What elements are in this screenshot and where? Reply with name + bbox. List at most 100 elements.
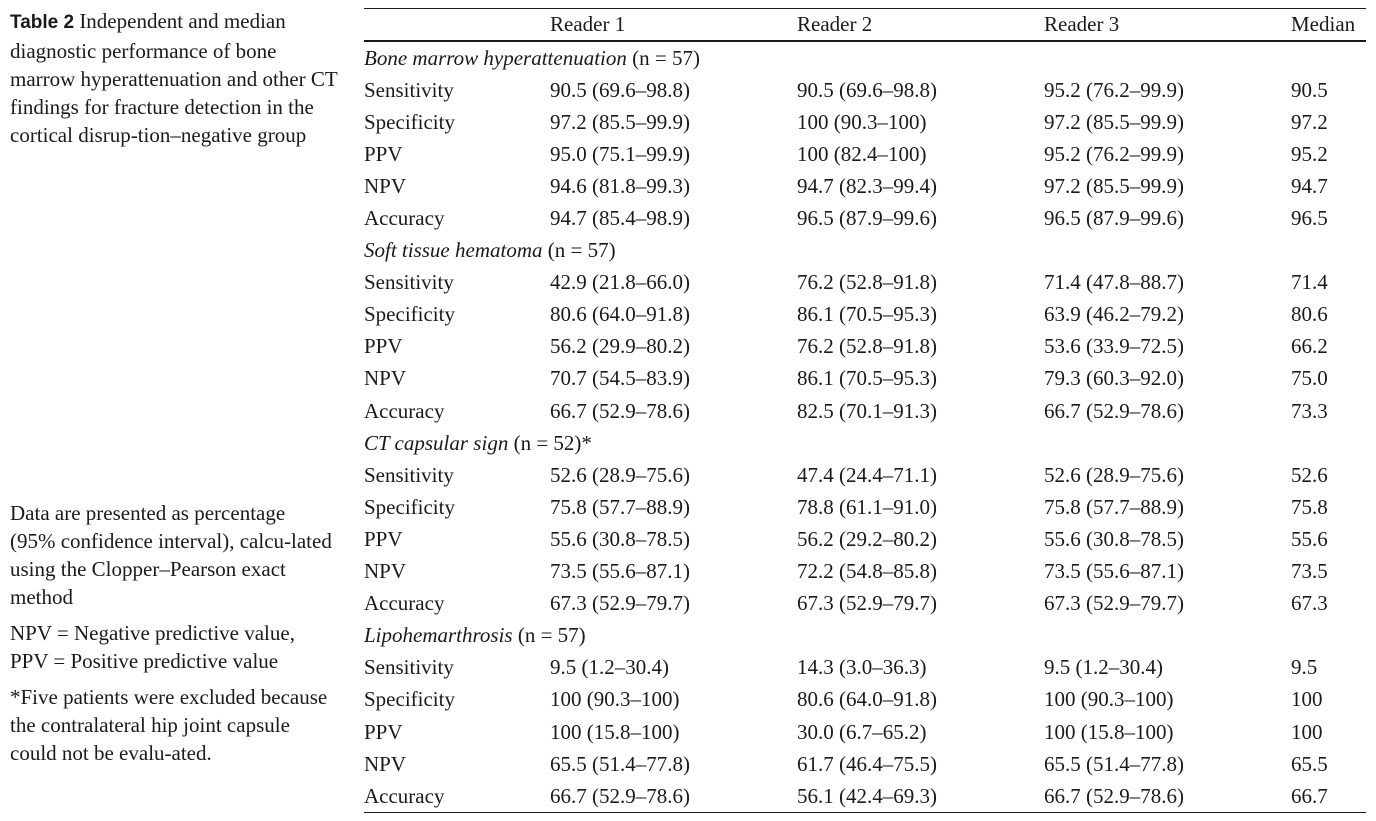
table-header-row: Reader 1 Reader 2 Reader 3 Median bbox=[364, 8, 1366, 42]
reader-1-value: 67.3 (52.9–79.7) bbox=[550, 591, 690, 616]
table-row: Accuracy 66.7 (52.9–78.6) 82.5 (70.1–91.3)… bbox=[364, 395, 1366, 427]
median-value: 65.5 bbox=[1291, 751, 1328, 776]
row-label: PPV bbox=[364, 719, 403, 744]
median-value: 52.6 bbox=[1291, 462, 1328, 487]
table-row: NPV 94.6 (81.8–99.3) 94.7 (82.3–99.4) 97.2 … bbox=[364, 170, 1366, 202]
group-heading: CT capsular sign (n = 52)* bbox=[364, 427, 1366, 459]
reader-3-value: 66.7 (52.9–78.6) bbox=[1044, 780, 1291, 814]
reader-3-value: 65.5 (51.4–77.8) bbox=[1044, 751, 1184, 776]
median-value: 90.5 bbox=[1291, 77, 1328, 102]
group-heading: Lipohemarthrosis (n = 57) bbox=[364, 620, 1366, 652]
table-footnotes: Data are presented as percentage (95% co… bbox=[10, 499, 335, 775]
table-caption: Table 2 Independent and median diagnosti… bbox=[10, 7, 340, 149]
table-row: Accuracy 67.3 (52.9–79.7) 67.3 (52.9–79.7)… bbox=[364, 588, 1366, 620]
table-row: PPV 55.6 (30.8–78.5) 56.2 (29.2–80.2) 55.6 … bbox=[364, 523, 1366, 555]
median-value: 66.7 bbox=[1291, 780, 1366, 814]
row-label: Accuracy bbox=[364, 591, 445, 616]
row-label: NPV bbox=[364, 559, 407, 584]
reader-1-value: 94.7 (85.4–98.9) bbox=[550, 206, 690, 231]
reader-1-value: 56.2 (29.9–80.2) bbox=[550, 334, 690, 359]
row-label: Sensitivity bbox=[364, 655, 454, 680]
header-median: Median bbox=[1291, 8, 1366, 42]
footnote-abbreviations: NPV = Negative predictive value, PPV = P… bbox=[10, 621, 295, 673]
median-value: 55.6 bbox=[1291, 526, 1328, 551]
group-sample-size: (n = 52)* bbox=[513, 430, 592, 455]
reader-2-value: 86.1 (70.5–95.3) bbox=[797, 366, 937, 391]
group-row: Lipohemarthrosis (n = 57) bbox=[364, 620, 1366, 652]
table-row: Specificity 100 (90.3–100) 80.6 (64.0–91.8… bbox=[364, 684, 1366, 716]
reader-3-value: 95.2 (76.2–99.9) bbox=[1044, 77, 1184, 102]
reader-2-value: 94.7 (82.3–99.4) bbox=[797, 173, 937, 198]
reader-3-value: 55.6 (30.8–78.5) bbox=[1044, 526, 1184, 551]
group-row: Bone marrow hyperattenuation (n = 57) bbox=[364, 41, 1366, 74]
reader-1-value: 9.5 (1.2–30.4) bbox=[550, 655, 669, 680]
reader-2-value: 100 (90.3–100) bbox=[797, 109, 927, 134]
median-value: 75.0 bbox=[1291, 366, 1328, 391]
performance-table: Reader 1 Reader 2 Reader 3 Median Bone m… bbox=[364, 8, 1366, 814]
reader-2-value: 67.3 (52.9–79.7) bbox=[797, 591, 937, 616]
reader-1-value: 70.7 (54.5–83.9) bbox=[550, 366, 690, 391]
median-value: 96.5 bbox=[1291, 206, 1328, 231]
reader-3-value: 53.6 (33.9–72.5) bbox=[1044, 334, 1184, 359]
table-body: Bone marrow hyperattenuation (n = 57) Sen… bbox=[364, 41, 1366, 814]
table-row: Specificity 75.8 (57.7–88.9) 78.8 (61.1–91… bbox=[364, 491, 1366, 523]
reader-3-value: 95.2 (76.2–99.9) bbox=[1044, 141, 1184, 166]
table-row: PPV 95.0 (75.1–99.9) 100 (82.4–100) 95.2 (7… bbox=[364, 138, 1366, 170]
table-row: Accuracy 66.7 (52.9–78.6) 56.1 (42.4–69.3)… bbox=[364, 780, 1366, 814]
header-blank bbox=[364, 8, 550, 42]
median-value: 66.2 bbox=[1291, 334, 1328, 359]
reader-2-value: 82.5 (70.1–91.3) bbox=[797, 398, 937, 423]
table-row: NPV 65.5 (51.4–77.8) 61.7 (46.4–75.5) 65.5 … bbox=[364, 748, 1366, 780]
reader-1-value: 66.7 (52.9–78.6) bbox=[550, 398, 690, 423]
reader-2-value: 76.2 (52.8–91.8) bbox=[797, 270, 937, 295]
reader-3-value: 66.7 (52.9–78.6) bbox=[1044, 398, 1184, 423]
reader-3-value: 71.4 (47.8–88.7) bbox=[1044, 270, 1184, 295]
reader-2-value: 78.8 (61.1–91.0) bbox=[797, 494, 937, 519]
group-name: CT capsular sign bbox=[364, 430, 509, 455]
reader-2-value: 14.3 (3.0–36.3) bbox=[797, 655, 927, 680]
reader-1-value: 80.6 (64.0–91.8) bbox=[550, 302, 690, 327]
table-row: Sensitivity 9.5 (1.2–30.4) 14.3 (3.0–36.3)… bbox=[364, 652, 1366, 684]
header-reader-3: Reader 3 bbox=[1044, 8, 1291, 42]
group-sample-size: (n = 57) bbox=[632, 45, 700, 70]
reader-2-value: 86.1 (70.5–95.3) bbox=[797, 302, 937, 327]
reader-2-value: 30.0 (6.7–65.2) bbox=[797, 719, 927, 744]
reader-2-value: 76.2 (52.8–91.8) bbox=[797, 334, 937, 359]
table-row: NPV 73.5 (55.6–87.1) 72.2 (54.8–85.8) 73.5 … bbox=[364, 556, 1366, 588]
row-label: PPV bbox=[364, 334, 403, 359]
table-row: Sensitivity 52.6 (28.9–75.6) 47.4 (24.4–71… bbox=[364, 459, 1366, 491]
median-value: 73.5 bbox=[1291, 559, 1328, 584]
median-value: 75.8 bbox=[1291, 494, 1328, 519]
reader-3-value: 67.3 (52.9–79.7) bbox=[1044, 591, 1184, 616]
reader-2-value: 90.5 (69.6–98.8) bbox=[797, 77, 937, 102]
group-row: Soft tissue hematoma (n = 57) bbox=[364, 235, 1366, 267]
header-reader-2: Reader 2 bbox=[797, 8, 1044, 42]
reader-1-value: 73.5 (55.6–87.1) bbox=[550, 559, 690, 584]
row-label: NPV bbox=[364, 366, 407, 391]
table-row: NPV 70.7 (54.5–83.9) 86.1 (70.5–95.3) 79.3 … bbox=[364, 363, 1366, 395]
reader-3-value: 73.5 (55.6–87.1) bbox=[1044, 559, 1184, 584]
reader-2-value: 100 (82.4–100) bbox=[797, 141, 927, 166]
table-row: Specificity 80.6 (64.0–91.8) 86.1 (70.5–95… bbox=[364, 299, 1366, 331]
reader-1-value: 65.5 (51.4–77.8) bbox=[550, 751, 690, 776]
reader-1-value: 100 (15.8–100) bbox=[550, 719, 680, 744]
group-heading: Soft tissue hematoma (n = 57) bbox=[364, 235, 1366, 267]
reader-1-value: 90.5 (69.6–98.8) bbox=[550, 77, 690, 102]
median-value: 80.6 bbox=[1291, 302, 1328, 327]
row-label: Accuracy bbox=[364, 780, 550, 814]
reader-1-value: 55.6 (30.8–78.5) bbox=[550, 526, 690, 551]
row-label: NPV bbox=[364, 173, 407, 198]
reader-2-value: 47.4 (24.4–71.1) bbox=[797, 462, 937, 487]
reader-3-value: 75.8 (57.7–88.9) bbox=[1044, 494, 1184, 519]
median-value: 71.4 bbox=[1291, 270, 1328, 295]
median-value: 100 bbox=[1291, 719, 1323, 744]
reader-2-value: 80.6 (64.0–91.8) bbox=[797, 687, 937, 712]
median-value: 97.2 bbox=[1291, 109, 1328, 134]
group-name: Bone marrow hyperattenuation bbox=[364, 45, 627, 70]
reader-1-value: 66.7 (52.9–78.6) bbox=[550, 780, 797, 814]
row-label: Specificity bbox=[364, 494, 455, 519]
header-reader-1: Reader 1 bbox=[550, 8, 797, 42]
median-value: 67.3 bbox=[1291, 591, 1328, 616]
caption-label: Table 2 bbox=[10, 12, 75, 33]
group-heading: Bone marrow hyperattenuation (n = 57) bbox=[364, 41, 1366, 74]
